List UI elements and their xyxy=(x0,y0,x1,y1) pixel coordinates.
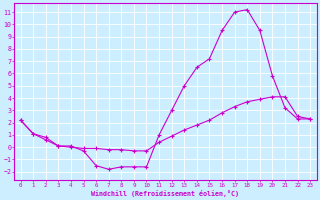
X-axis label: Windchill (Refroidissement éolien,°C): Windchill (Refroidissement éolien,°C) xyxy=(92,190,239,197)
